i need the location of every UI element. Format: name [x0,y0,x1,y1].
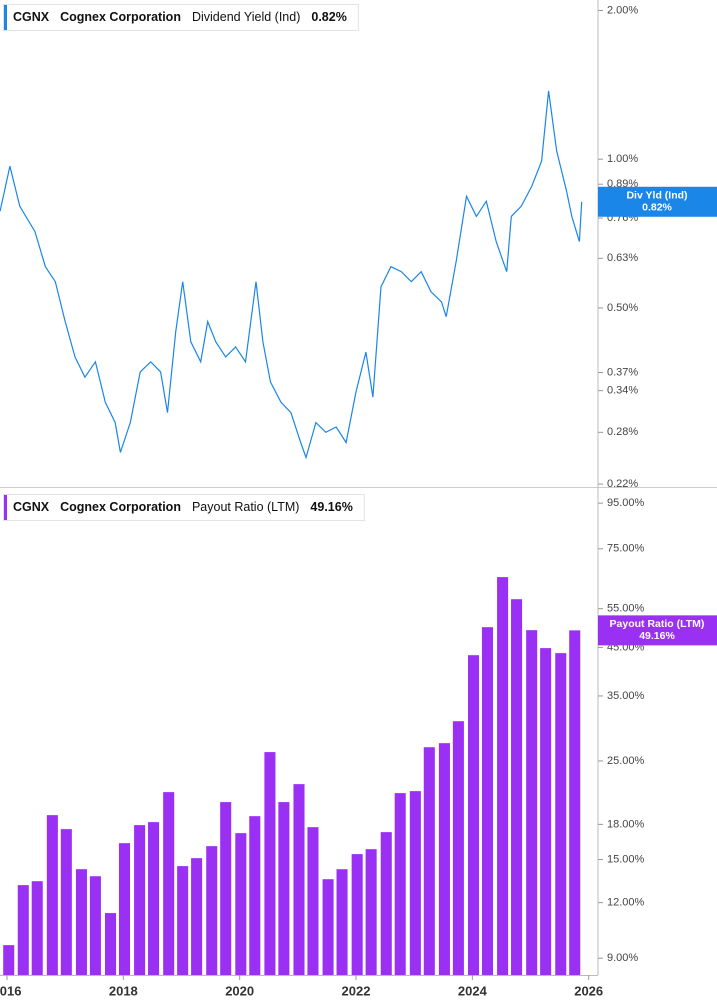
bar [60,829,72,975]
x-tick-label: 2022 [342,983,371,998]
x-tick-label: 2020 [225,983,254,998]
bar [206,846,218,975]
legend-value: 49.16% [310,500,352,514]
bar [380,832,392,975]
bar [511,599,523,975]
bar [555,653,567,975]
x-tick-label: 2026 [574,983,603,998]
bar [75,869,87,975]
bar [423,747,435,975]
value-tag-label: Payout Ratio (LTM) [610,618,705,630]
bar [365,849,377,975]
y-tick-label: 0.34% [607,385,638,397]
bar [351,854,363,975]
bar [278,802,290,975]
bar [540,648,552,975]
x-tick-label: 2018 [109,983,138,998]
value-tag-label: Div Yld (Ind) [626,190,687,202]
legend-company: Cognex Corporation [60,500,181,514]
bar [497,577,509,975]
yield-line [0,90,583,460]
bar [526,630,538,975]
value-tag-value: 49.16% [639,630,675,642]
bar [3,945,15,975]
bar [17,885,29,975]
bar [134,825,146,975]
bar [31,881,43,975]
value-tag [598,615,717,646]
y-tick-label: 75.00% [607,543,645,555]
bar [452,721,464,975]
bar [307,827,319,975]
legend-series: Dividend Yield (Ind) [192,10,300,24]
y-tick-label: 15.00% [607,853,645,865]
bar [409,791,421,975]
bar [438,743,450,975]
bar [177,866,189,975]
bar [322,879,334,975]
legend-ticker: CGNX [13,500,50,514]
bar [235,833,247,975]
value-tag [598,186,717,217]
bar [163,792,175,975]
legend-series: Payout Ratio (LTM) [192,500,299,514]
y-tick-label: 0.37% [607,366,638,378]
bar [191,858,203,975]
y-tick-label: 9.00% [607,952,638,964]
legend-ticker: CGNX [13,10,50,24]
bar [569,630,581,975]
bar [89,876,101,975]
legend-swatch [4,495,7,520]
x-tick-label: 2016 [0,983,21,998]
bar [336,869,348,975]
legend-swatch [4,5,7,30]
y-tick-label: 2.00% [607,4,638,16]
y-tick-label: 0.63% [607,252,638,264]
bar [220,802,232,975]
legend-box [3,4,359,31]
y-tick-label: 0.50% [607,302,638,314]
y-tick-label: 0.22% [607,478,638,490]
bar [249,816,261,975]
legend-company: Cognex Corporation [60,10,181,24]
legend-value: 0.82% [311,10,346,24]
x-tick-label: 2024 [458,983,488,998]
bar [481,627,494,975]
y-tick-label: 18.00% [607,818,645,830]
y-tick-label: 95.00% [607,497,645,509]
y-tick-label: 35.00% [607,690,645,702]
bar [46,815,58,975]
y-tick-label: 1.00% [607,153,638,165]
y-tick-label: 25.00% [607,755,645,767]
bar [394,793,406,975]
bar [264,752,276,975]
bar [467,655,480,975]
bar [293,784,305,975]
legend-box [3,494,365,521]
y-tick-label: 12.00% [607,897,645,909]
bar [118,843,131,975]
value-tag-value: 0.82% [642,202,672,214]
bar [148,822,160,975]
y-tick-label: 55.00% [607,603,645,615]
y-tick-label: 0.28% [607,426,638,438]
bar [104,913,117,975]
